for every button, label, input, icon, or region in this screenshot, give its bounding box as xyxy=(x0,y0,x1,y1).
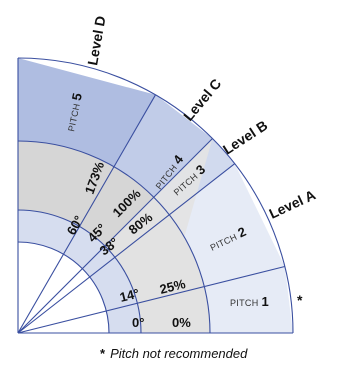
ray-60 xyxy=(17,94,156,334)
pitch-1-label: PITCH 1 xyxy=(230,294,269,309)
not-recommended-marker: * xyxy=(297,292,303,308)
level-c-label: Level C xyxy=(180,75,224,123)
level-b-label: Level B xyxy=(220,117,270,158)
ring-degrees xyxy=(18,210,141,333)
ray-38 xyxy=(17,163,236,334)
degree-label-0: 0° xyxy=(132,315,144,330)
level-d-label: Level D xyxy=(84,15,108,67)
degree-label-14: 14° xyxy=(118,286,141,305)
level-a-label: Level A xyxy=(267,186,318,221)
percent-label-0: 0% xyxy=(172,315,191,330)
percent-label-25: 25% xyxy=(158,276,187,297)
footnote: * Pitch not recommended xyxy=(100,346,248,361)
ray-14 xyxy=(17,265,285,334)
ray-45 xyxy=(17,138,213,334)
